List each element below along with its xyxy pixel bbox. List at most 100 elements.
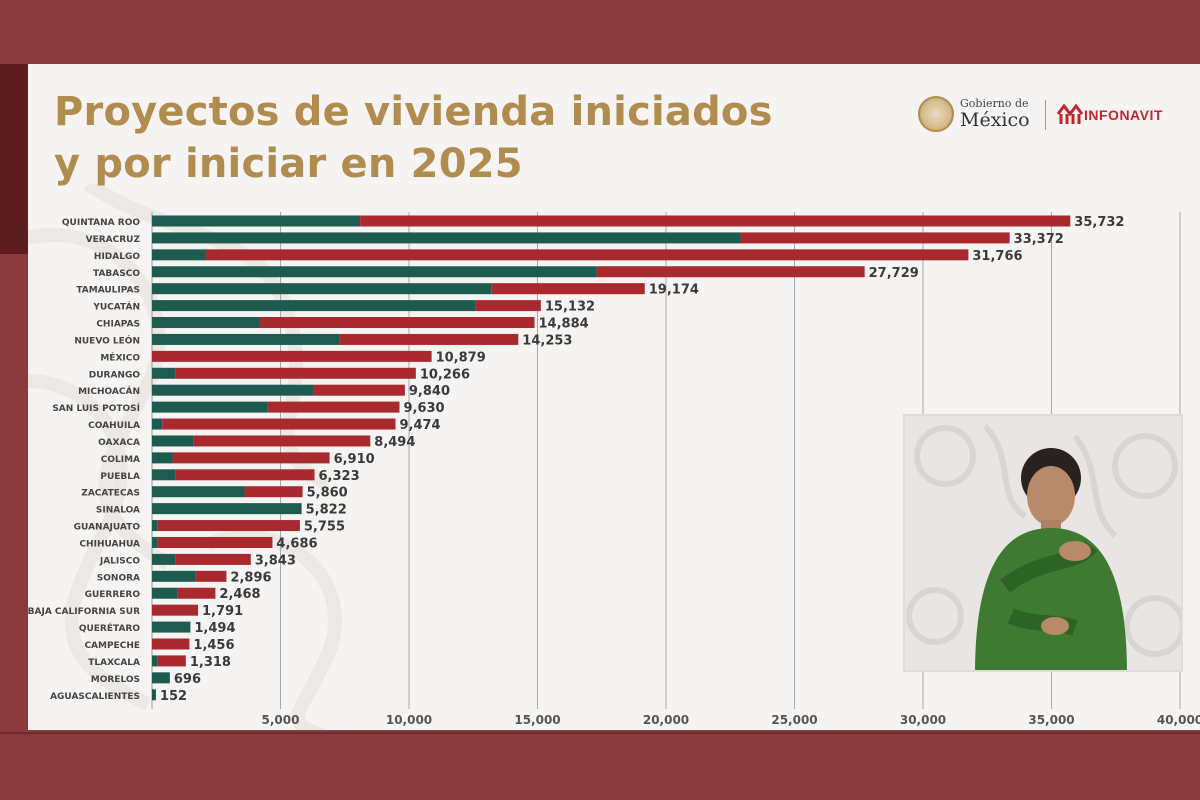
bar-segment-to-start — [360, 215, 1071, 227]
bar-segment-started — [152, 503, 302, 515]
bar-total-label: 33,372 — [1014, 232, 1064, 247]
bar-total-label: 15,132 — [545, 300, 595, 315]
bar-segment-started — [152, 536, 158, 548]
category-label: CHIAPAS — [96, 320, 140, 330]
bar-segment-started — [152, 553, 176, 565]
top-frame-band — [0, 0, 1200, 64]
category-label: MICHOACÁN — [78, 385, 140, 397]
bar-segment-started — [152, 570, 196, 582]
category-label: COAHUILA — [88, 421, 140, 431]
bottom-frame-band — [0, 730, 1200, 800]
bar-segment-to-start — [157, 536, 273, 548]
bar-total-label: 10,266 — [420, 367, 470, 382]
bar-total-label: 5,755 — [304, 520, 345, 535]
bar-total-label: 14,253 — [522, 333, 572, 348]
bar-segment-started — [152, 384, 314, 396]
category-label: CHIHUAHUA — [79, 539, 140, 549]
bar-segment-to-start — [259, 317, 535, 329]
category-label: ZACATECAS — [81, 489, 140, 499]
category-label: OAXACA — [98, 438, 140, 448]
title-line-2: y por iniciar en 2025 — [54, 141, 523, 187]
gobierno-logo-small-text: Gobierno de — [960, 97, 1029, 110]
x-tick-label: 40,000 — [1157, 713, 1200, 727]
infonavit-houses-icon — [1056, 103, 1084, 124]
bar-segment-started — [152, 621, 191, 633]
bar-segment-to-start — [205, 249, 969, 261]
bar-total-label: 152 — [160, 689, 187, 704]
government-seal-icon — [918, 96, 954, 132]
category-label: JALISCO — [99, 556, 140, 566]
bar-total-label: 3,843 — [255, 553, 296, 568]
bar-segment-to-start — [152, 604, 199, 616]
category-label: COLIMA — [101, 455, 140, 465]
interpreter-image — [905, 416, 1181, 670]
bar-segment-started — [152, 300, 476, 312]
bar-total-label: 19,174 — [649, 283, 699, 298]
bar-segment-started — [152, 266, 597, 278]
bar-segment-started — [152, 333, 340, 345]
bar-segment-started — [152, 520, 158, 532]
bottom-frame-line — [0, 732, 1200, 734]
bar-segment-to-start — [596, 266, 865, 278]
category-label: GUANAJUATO — [74, 523, 141, 533]
category-label: SINALOA — [96, 506, 140, 516]
category-label: TABASCO — [93, 269, 140, 279]
side-accent-strip — [0, 64, 28, 254]
x-tick-label: 35,000 — [1028, 713, 1074, 727]
bar-total-label: 5,822 — [306, 503, 347, 518]
category-label: HIDALGO — [94, 252, 140, 262]
bar-segment-to-start — [152, 638, 190, 650]
category-label: DURANGO — [89, 370, 141, 380]
category-label: NUEVO LEÓN — [74, 334, 140, 346]
bar-segment-started — [152, 215, 361, 227]
bar-segment-started — [152, 672, 170, 684]
logo-group: Gobierno de México INFONAVIT — [918, 94, 1183, 138]
bar-segment-to-start — [267, 401, 400, 413]
bar-total-label: 9,630 — [403, 401, 444, 416]
bar-total-label: 35,732 — [1074, 215, 1124, 230]
bar-segment-to-start — [475, 300, 541, 312]
bar-segment-to-start — [175, 553, 251, 565]
bar-total-label: 14,884 — [539, 317, 589, 332]
title-line-1: Proyectos de vivienda iniciados — [54, 89, 773, 135]
bar-total-label: 9,474 — [399, 418, 440, 433]
bar-segment-to-start — [162, 418, 396, 430]
category-label: PUEBLA — [100, 472, 140, 482]
category-label: BAJA CALIFORNIA SUR — [28, 607, 140, 617]
bar-total-label: 1,494 — [194, 621, 235, 636]
category-label: QUERÉTARO — [79, 622, 141, 634]
bar-segment-started — [152, 655, 158, 667]
bar-segment-started — [152, 689, 156, 701]
category-label: TLAXCALA — [88, 658, 140, 668]
bar-segment-started — [152, 249, 206, 261]
bar-total-label: 6,910 — [334, 452, 375, 467]
bar-segment-to-start — [177, 587, 216, 599]
bar-total-label: 6,323 — [319, 469, 360, 484]
bar-segment-started — [152, 401, 268, 413]
bar-segment-to-start — [175, 469, 315, 481]
gobierno-logo-big-text: México — [960, 109, 1030, 131]
category-label: AGUASCALIENTES — [50, 692, 140, 702]
bar-segment-to-start — [172, 452, 330, 464]
bar-segment-to-start — [193, 435, 371, 447]
category-label: QUINTANA ROO — [62, 218, 140, 228]
sign-language-interpreter-video — [903, 414, 1183, 672]
x-tick-label: 30,000 — [900, 713, 946, 727]
bar-segment-started — [152, 317, 260, 329]
category-label: SONORA — [97, 573, 140, 583]
bar-chart: 5,000 10,000 15,000 20,000 25,000 30,000 35,00… — [28, 212, 1200, 727]
category-label: MORELOS — [91, 675, 140, 685]
bar-segment-started — [152, 469, 176, 481]
category-label: MÉXICO — [100, 351, 140, 363]
bar-segment-started — [152, 232, 741, 244]
bar-segment-to-start — [195, 570, 227, 582]
bar-segment-to-start — [152, 350, 432, 362]
bar-total-label: 9,840 — [409, 384, 450, 399]
bar-segment-started — [152, 367, 176, 379]
bar-segment-started — [152, 283, 492, 295]
x-tick-label: 5,000 — [262, 713, 300, 727]
bar-segment-to-start — [339, 333, 519, 345]
bar-segment-to-start — [157, 520, 300, 532]
category-label: TAMAULIPAS — [76, 286, 140, 296]
slide-panel: Proyectos de vivienda iniciados y por in… — [28, 64, 1200, 730]
